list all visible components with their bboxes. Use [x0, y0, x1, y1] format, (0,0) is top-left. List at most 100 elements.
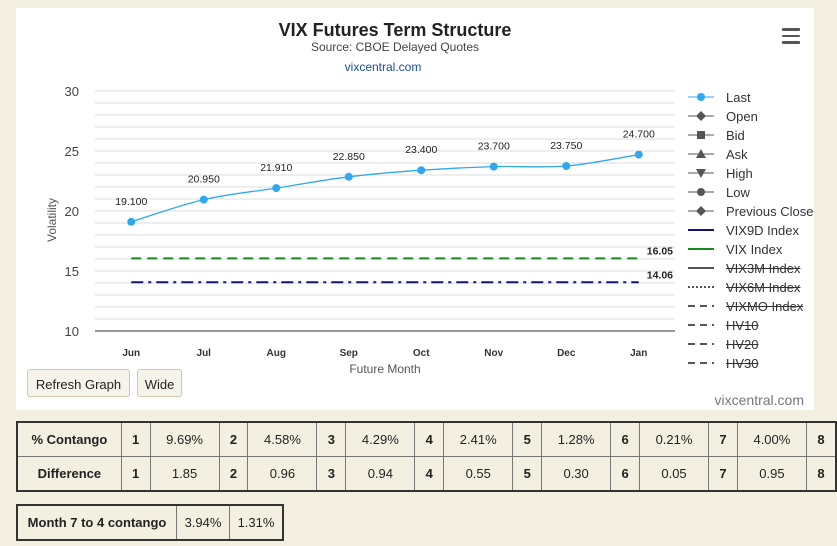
value-cell: 0.94	[345, 456, 416, 492]
x-tick-label: Sep	[340, 348, 358, 359]
refresh-graph-button[interactable]: Refresh Graph	[27, 369, 130, 397]
data-point[interactable]	[344, 172, 353, 181]
value-cell: 0.21%	[638, 421, 710, 457]
data-label: 22.850	[333, 151, 365, 163]
y-tick-label: 10	[65, 324, 79, 339]
month-index-cell: 5	[512, 421, 543, 457]
y-tick-label: 30	[65, 84, 79, 99]
legend-label: Ask	[726, 147, 748, 162]
month-index-cell: 7	[708, 456, 738, 492]
month-index-cell: 3	[316, 421, 347, 457]
month-index-cell: 4	[414, 421, 445, 457]
legend-symbol-icon	[688, 93, 714, 101]
legend-label: Previous Close	[726, 204, 814, 219]
legend-item[interactable]: VIX6M Index	[688, 278, 818, 297]
legend-symbol-icon	[688, 305, 714, 307]
value-cell: 9.69%	[149, 421, 220, 457]
legend-symbol-icon	[688, 324, 714, 326]
legend-item[interactable]: HV20	[688, 335, 818, 354]
data-point[interactable]	[417, 166, 426, 175]
chart-subtitle: Source: CBOE Delayed Quotes	[311, 40, 479, 54]
legend-label: VIX6M Index	[726, 280, 801, 295]
contango-table: % Contango 1 9.69% 2 4.58% 3 4.29% 4 2.41% 5 1.28%…	[16, 421, 837, 492]
month-index-cell: 7	[708, 421, 738, 457]
legend-item[interactable]: VIXMO Index	[688, 297, 818, 316]
legend-symbol-icon	[688, 188, 714, 196]
menu-bar-icon	[782, 28, 800, 31]
value-cell: 4.00%	[736, 421, 807, 457]
y-axis-title: Volatility	[45, 198, 59, 242]
menu-bar-icon	[782, 41, 800, 44]
month-index-cell: 5	[512, 456, 543, 492]
data-label: 24.700	[623, 129, 655, 141]
month-index-cell: 4	[414, 456, 445, 492]
data-label: 19.100	[115, 196, 147, 208]
chart-panel: VIX Futures Term Structure Source: CBOE …	[16, 8, 814, 410]
data-label: 21.910	[260, 162, 292, 174]
x-axis-ticks: Jun Jul Aug Sep Oct Nov Dec Jan	[122, 348, 647, 359]
data-point[interactable]	[199, 195, 208, 204]
value-cell: 0.05	[638, 456, 710, 492]
legend-item[interactable]: Previous Close	[688, 202, 818, 221]
data-point[interactable]	[489, 162, 498, 171]
data-point[interactable]	[272, 184, 281, 193]
row-label: % Contango	[16, 421, 122, 457]
y-axis-ticks: 10 15 20 25 30	[65, 84, 79, 339]
legend-label: Bid	[726, 128, 745, 143]
x-axis-title: Future Month	[349, 362, 420, 376]
legend-symbol-icon	[688, 131, 714, 139]
legend-item[interactable]: Last	[688, 88, 818, 107]
legend-label: VIX3M Index	[726, 261, 801, 276]
value-cell: 4.58%	[247, 421, 318, 457]
value-cell: 4.29%	[345, 421, 416, 457]
data-point[interactable]	[127, 217, 136, 226]
month7to4-value-2: 1.31%	[229, 504, 284, 541]
month7to4-label: Month 7 to 4 contango	[16, 504, 177, 541]
legend-symbol-icon	[688, 111, 714, 121]
month-index-cell: 6	[610, 421, 640, 457]
legend-item[interactable]: VIX3M Index	[688, 259, 818, 278]
legend-item[interactable]: High	[688, 164, 818, 183]
wide-button[interactable]: Wide	[137, 369, 182, 397]
x-tick-label: Jul	[197, 348, 212, 359]
data-point[interactable]	[562, 162, 571, 170]
legend-symbol-icon	[688, 267, 714, 269]
chart-svg: VIX Futures Term Structure Source: CBOE …	[45, 20, 675, 376]
x-tick-label: Dec	[557, 348, 576, 359]
value-cell: 0.96	[247, 456, 318, 492]
month7to4-value-1: 3.94%	[176, 504, 230, 541]
value-cell: 0.55	[443, 456, 514, 492]
y-tick-label: 25	[65, 144, 79, 159]
month-index-cell: 8	[805, 421, 837, 457]
legend-item[interactable]: Low	[688, 183, 818, 202]
credits-link[interactable]: vixcentral.com	[714, 392, 804, 408]
legend-symbol-icon	[688, 286, 714, 288]
legend-label: Last	[726, 90, 751, 105]
legend-label: HV20	[726, 337, 759, 352]
legend-label: Low	[726, 185, 750, 200]
legend-item[interactable]: HV10	[688, 316, 818, 335]
legend-item[interactable]: Bid	[688, 126, 818, 145]
value-cell: 1.28%	[541, 421, 612, 457]
x-tick-label: Oct	[413, 348, 430, 359]
data-point[interactable]	[634, 150, 643, 159]
chart-menu-button[interactable]	[782, 28, 800, 44]
x-tick-label: Aug	[267, 348, 286, 359]
month-index-cell: 6	[610, 456, 640, 492]
chart-link[interactable]: vixcentral.com	[345, 60, 422, 74]
legend-item[interactable]: HV30	[688, 354, 818, 373]
legend-item[interactable]: VIX9D Index	[688, 221, 818, 240]
legend-label: HV10	[726, 318, 759, 333]
legend-label: Open	[726, 109, 758, 124]
month-index-cell: 1	[120, 456, 151, 492]
legend-item[interactable]: VIX Index	[688, 240, 818, 259]
series-line-last	[131, 153, 639, 223]
legend-item[interactable]: Ask	[688, 145, 818, 164]
legend-item[interactable]: Open	[688, 107, 818, 126]
legend-symbol-icon	[688, 248, 714, 250]
end-label: 14.06	[647, 269, 673, 281]
legend-symbol-icon	[688, 149, 714, 158]
legend-symbol-icon	[688, 229, 714, 231]
end-label: 16.05	[647, 245, 673, 257]
series-layer: 19.100 20.950 21.910 22.850 23.400 23.700 23.7…	[115, 129, 673, 284]
